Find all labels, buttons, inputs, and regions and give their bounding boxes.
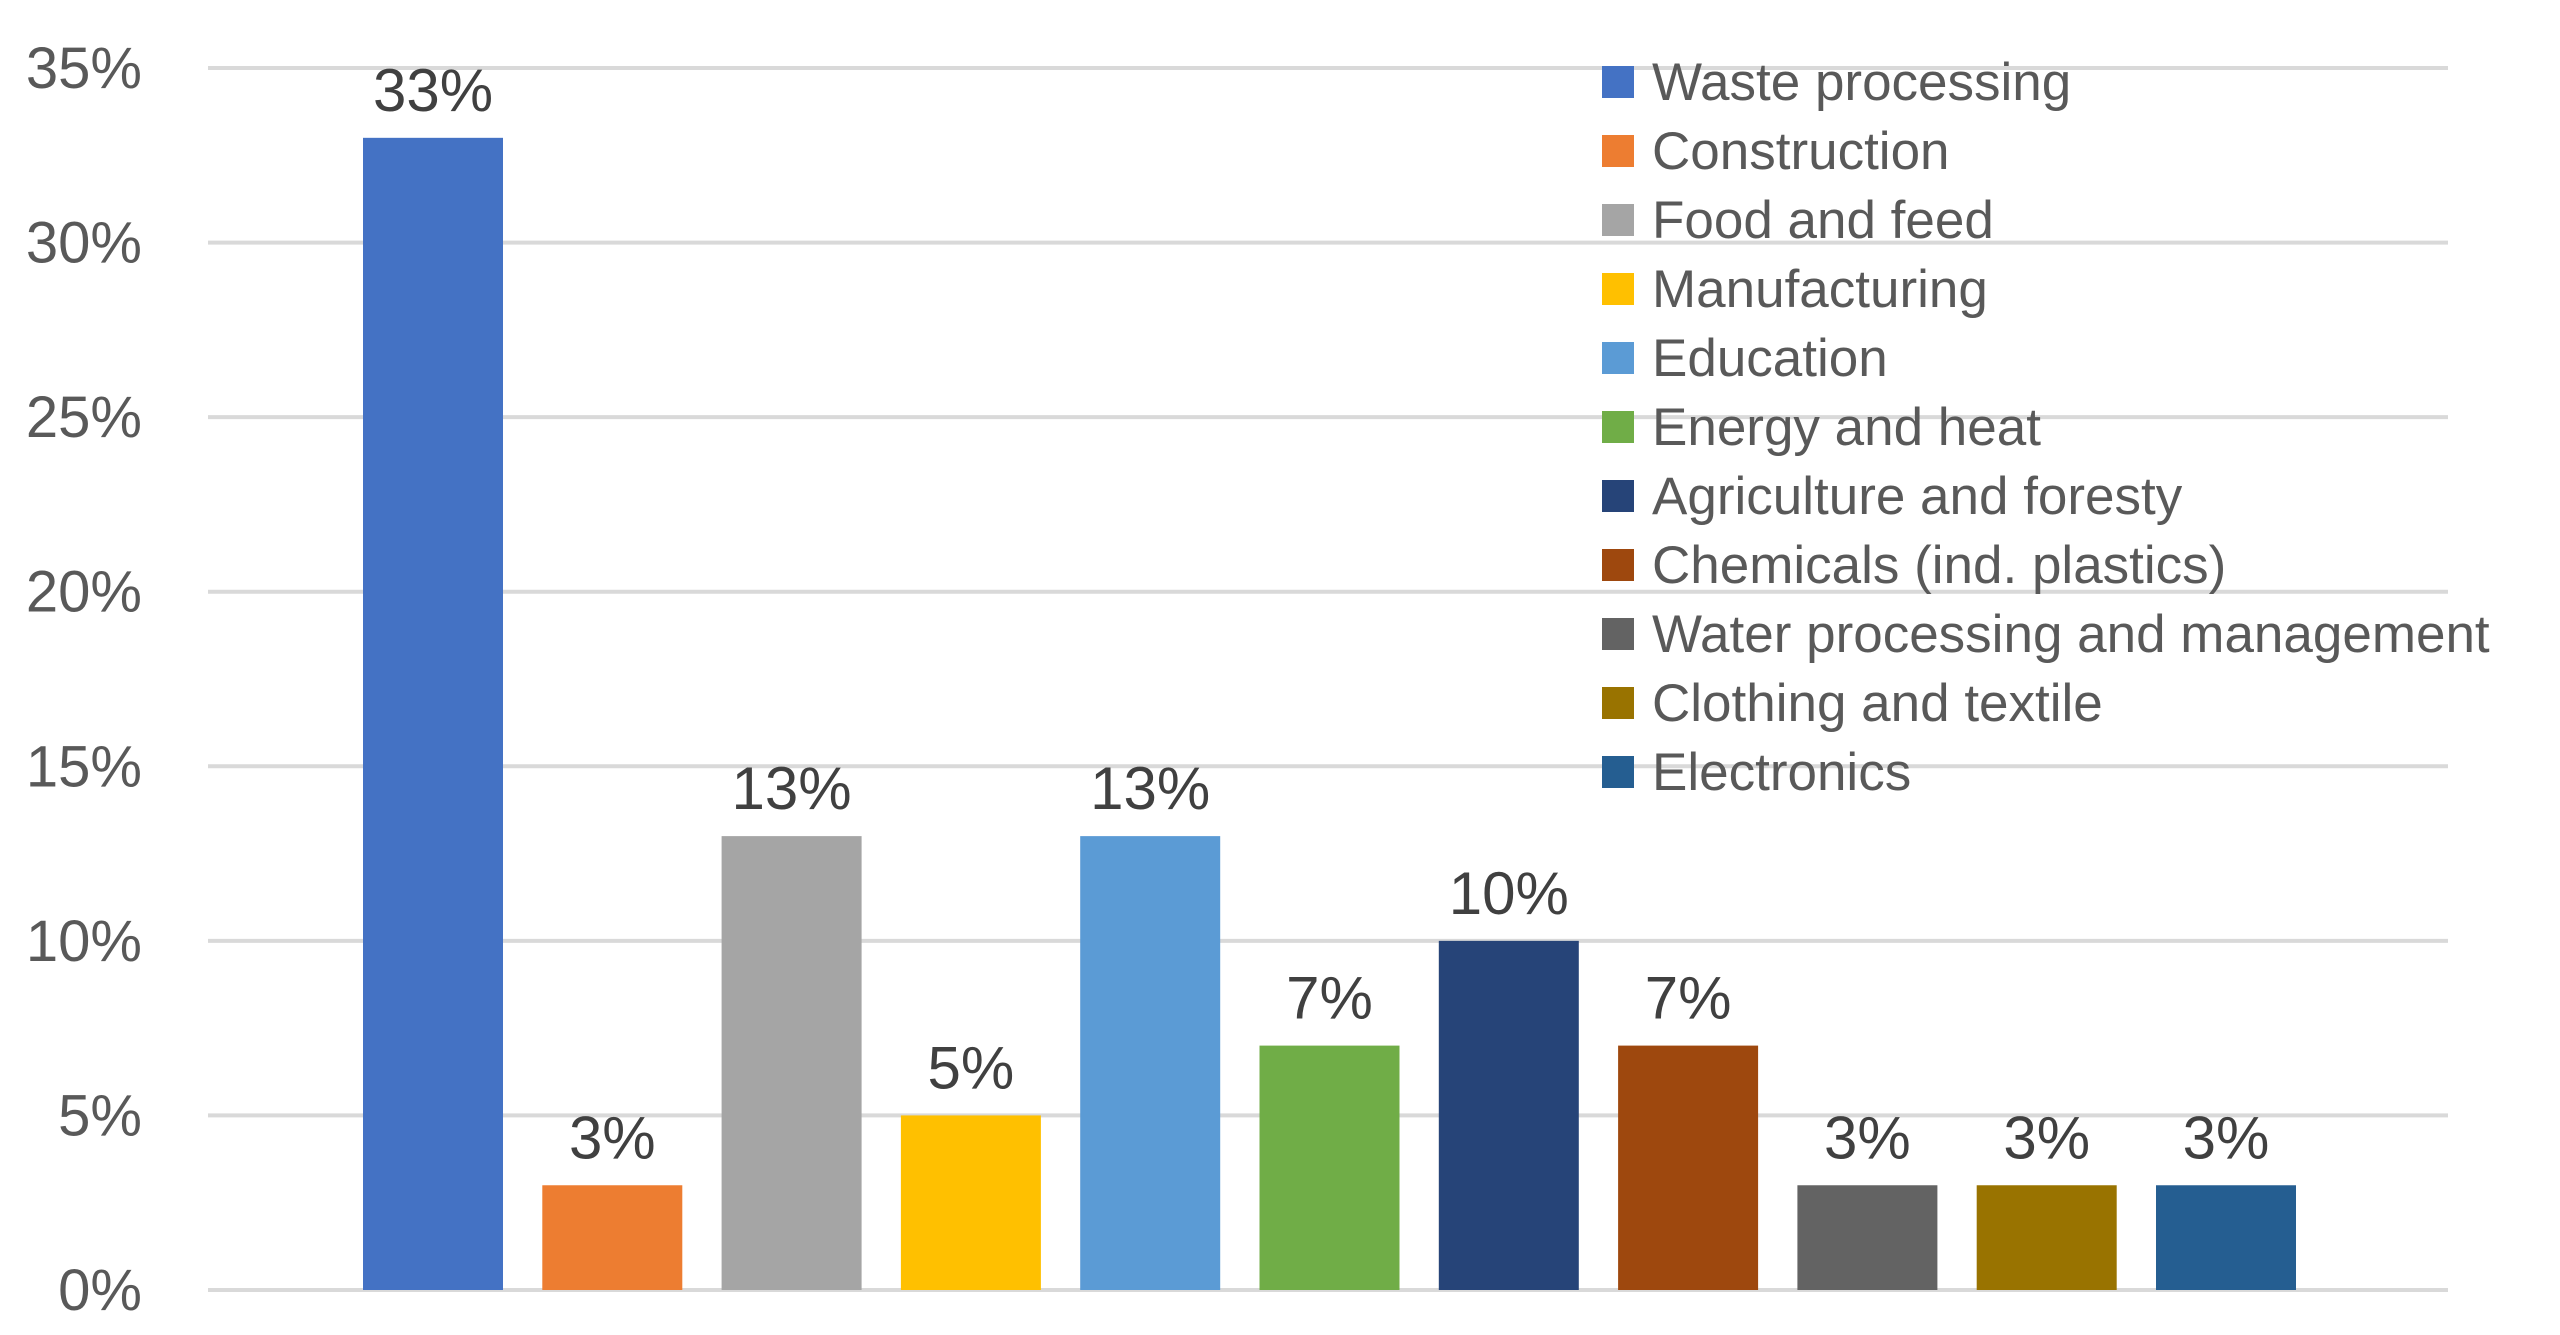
legend-label: Food and feed [1652,191,1994,250]
legend-swatch [1602,411,1634,443]
legend-label: Waste processing [1652,53,2071,112]
legend-label: Clothing and textile [1652,674,2103,733]
y-tick-label: 15% [26,734,142,799]
legend-label: Water processing and management [1652,605,2490,664]
bar [1618,1045,1759,1290]
gridlines [208,66,2448,1292]
y-axis-tick-labels: 0% 5% 10% 15% 20% 25% 30% 35% [26,36,142,1323]
legend-swatch [1602,273,1634,305]
data-label: 3% [569,1104,656,1171]
y-tick-label: 20% [26,560,142,625]
bar [1259,1045,1400,1290]
legend-item: Clothing and textile [1602,674,2103,733]
legend-item: Chemicals (ind. plastics) [1602,536,2226,595]
y-tick-label: 25% [26,385,142,450]
y-tick-label: 30% [26,211,142,276]
legend-item: Energy and heat [1602,398,2041,457]
data-label: 3% [2183,1104,2270,1171]
data-label: 10% [1449,860,1569,927]
y-tick-label: 5% [58,1083,142,1148]
bar [542,1185,683,1290]
legend-swatch [1602,135,1634,167]
legend-item: Construction [1602,122,1950,181]
data-label: 3% [2003,1104,2090,1171]
bar [721,836,862,1290]
legend-item: Water processing and management [1602,605,2490,664]
legend-swatch [1602,480,1634,512]
y-tick-label: 10% [26,909,142,974]
legend-swatch [1602,687,1634,719]
bar [2156,1185,2296,1290]
y-tick-label: 35% [26,36,142,101]
legend-label: Energy and heat [1652,398,2041,457]
legend-swatch [1602,204,1634,236]
legend-item: Manufacturing [1602,260,1988,319]
legend-item: Education [1602,329,1888,388]
y-tick-label: 0% [58,1258,142,1323]
bar [900,1115,1041,1290]
legend-label: Manufacturing [1652,260,1988,319]
bar [363,137,503,1290]
legend-item: Food and feed [1602,191,1994,250]
legend-item: Electronics [1602,743,1911,802]
data-label: 5% [928,1034,1015,1101]
bar [1976,1185,2117,1290]
legend-swatch [1602,618,1634,650]
legend-swatch [1602,66,1634,98]
bars [363,137,2296,1290]
legend-item: Agriculture and foresty [1602,467,2183,526]
legend-label: Construction [1652,122,1950,181]
data-label: 13% [1090,755,1210,822]
data-label: 13% [732,755,852,822]
legend-label: Electronics [1652,743,1911,802]
data-labels: 33% 3% 13% 5% 13% 7% 10% 7% 3% 3% 3% [373,57,2269,1171]
data-label: 3% [1824,1104,1911,1171]
legend-swatch [1602,342,1634,374]
data-label: 7% [1286,965,1373,1032]
bar [1080,836,1221,1290]
data-label: 33% [373,57,493,124]
legend-swatch [1602,756,1634,788]
bar [1438,940,1579,1290]
legend: Waste processing Construction Food and fee… [1602,53,2490,802]
legend-swatch [1602,549,1634,581]
legend-label: Education [1652,329,1888,388]
data-label: 7% [1645,965,1732,1032]
legend-label: Chemicals (ind. plastics) [1652,536,2226,595]
legend-item: Waste processing [1602,53,2071,112]
bar [1797,1185,1938,1290]
legend-label: Agriculture and foresty [1652,467,2183,526]
